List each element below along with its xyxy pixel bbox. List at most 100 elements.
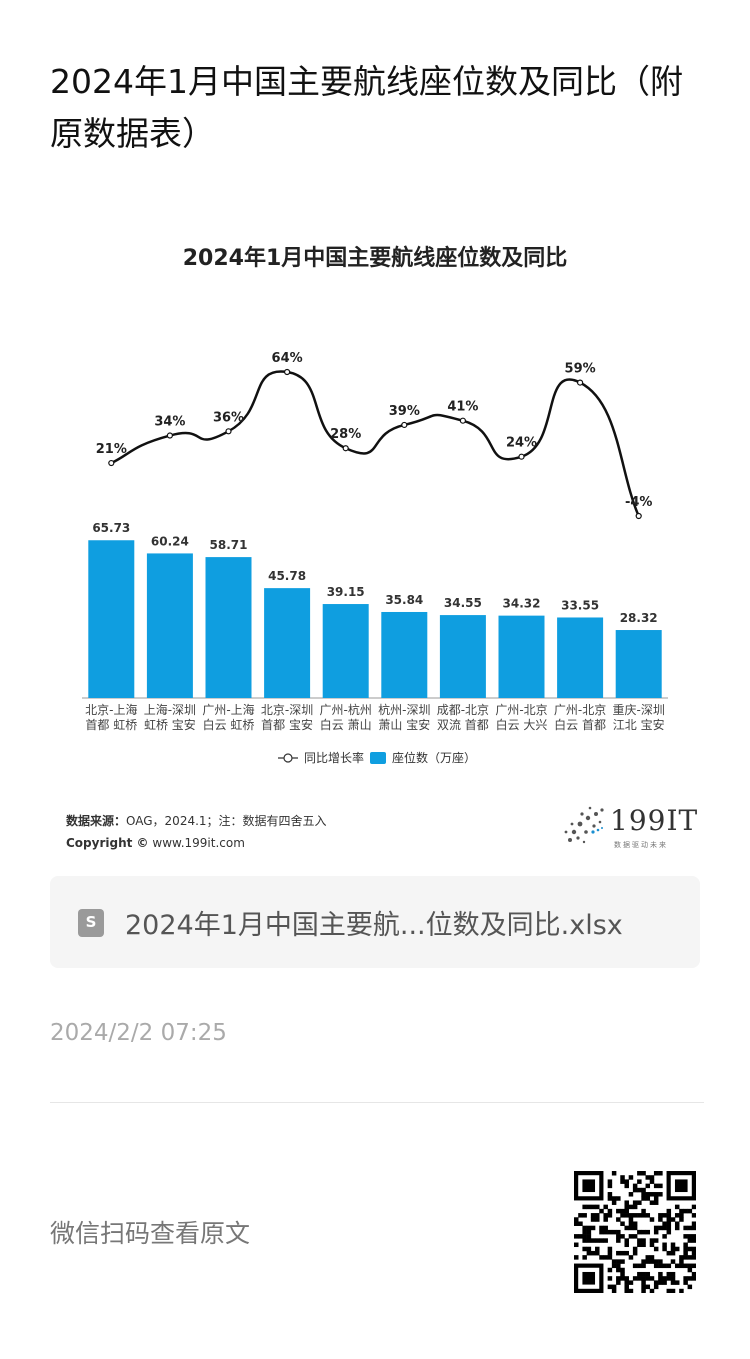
qr-module (590, 1217, 596, 1222)
qr-module (653, 1171, 659, 1176)
qr-module (691, 1271, 696, 1277)
qr-module (683, 1246, 688, 1252)
qr-module (674, 1213, 680, 1218)
qr-module (670, 1288, 676, 1293)
qr-module (624, 1242, 629, 1248)
qr-module (687, 1284, 693, 1290)
qr-module (624, 1284, 629, 1290)
qr-module (628, 1288, 634, 1293)
bar-value-label: 60.24 (151, 534, 189, 548)
qr-module (620, 1259, 625, 1264)
bar-value-label: 39.15 (327, 585, 365, 599)
line-value-label: 24% (506, 436, 537, 451)
bar-value-label: 35.84 (385, 593, 423, 607)
qr-module (603, 1213, 608, 1218)
qr-module (632, 1187, 638, 1193)
legend-bar-swatch (370, 752, 386, 764)
logo-text: 199IT (610, 804, 699, 837)
source-label: 数据来源： (66, 814, 127, 828)
qr-module (653, 1229, 659, 1235)
line-point (108, 459, 115, 467)
qr-module (603, 1238, 608, 1243)
scan-prompt: 微信扫码查看原文 (50, 1219, 251, 1248)
qr-module (632, 1250, 638, 1256)
qr-module (645, 1213, 651, 1218)
line-point (576, 379, 584, 386)
qr-module (641, 1288, 646, 1293)
qr-module (620, 1208, 625, 1214)
qr-module (632, 1246, 638, 1252)
qr-module (599, 1255, 604, 1260)
qr-module (674, 1280, 680, 1285)
qr-module (590, 1213, 596, 1218)
qr-module (653, 1246, 659, 1252)
line-value-label: 28% (330, 427, 361, 442)
qr-module (599, 1208, 604, 1214)
qr-module (691, 1234, 696, 1239)
qr-module (603, 1229, 608, 1235)
qr-module (662, 1263, 667, 1269)
line-point (401, 421, 408, 429)
qr-module (624, 1208, 629, 1214)
qr-module (670, 1246, 676, 1252)
qr-module (674, 1263, 680, 1269)
qr-module (666, 1271, 672, 1277)
x-tick-label: 上海-深圳 (144, 702, 196, 717)
qr-module (574, 1242, 579, 1248)
qr-module (691, 1250, 696, 1256)
qr-module (674, 1246, 680, 1252)
qr-module (603, 1255, 608, 1260)
qr-module (679, 1213, 684, 1218)
qr-module (578, 1213, 583, 1218)
line-value-label: 39% (389, 404, 420, 419)
qr-module (586, 1204, 592, 1210)
attachment-file-name[interactable]: 2024年1月中国主要航...位数及同比.xlsx (125, 910, 623, 941)
qr-module (582, 1204, 587, 1210)
qr-module (607, 1246, 613, 1252)
qr-module (624, 1183, 629, 1189)
qr-module (645, 1183, 651, 1189)
qr-module (578, 1221, 583, 1226)
qr-module (616, 1217, 621, 1222)
qr-module (620, 1267, 625, 1273)
qr-module (611, 1288, 617, 1293)
qr-module (670, 1217, 676, 1222)
qr-module (658, 1271, 663, 1277)
qr-module (616, 1196, 621, 1201)
qr-module (611, 1171, 617, 1176)
qr-module (641, 1192, 646, 1197)
qr-module (641, 1171, 646, 1176)
qr-code[interactable] (574, 1171, 696, 1293)
qr-module (632, 1234, 638, 1239)
qr-module (666, 1276, 672, 1281)
line-point (284, 368, 291, 376)
qr-module (674, 1204, 680, 1210)
bar (439, 615, 486, 698)
qr-module (666, 1221, 672, 1226)
qr-module (628, 1234, 634, 1239)
qr-module (662, 1242, 667, 1248)
bar (146, 553, 193, 698)
qr-module (658, 1263, 663, 1269)
bar-value-label: 33.55 (561, 598, 599, 612)
qr-module (616, 1229, 621, 1235)
qr-module (607, 1255, 613, 1260)
attachment-card[interactable]: S 2024年1月中国主要航...位数及同比.xlsx (50, 876, 700, 968)
bar-value-label: 34.32 (503, 597, 541, 611)
qr-module (674, 1221, 680, 1226)
qr-module (687, 1238, 693, 1243)
qr-module (574, 1234, 579, 1239)
qr-module (683, 1225, 688, 1231)
qr-module (645, 1276, 651, 1281)
qr-module (599, 1225, 604, 1231)
qr-module (666, 1250, 672, 1256)
qr-module (620, 1234, 625, 1239)
dandelion-logo-icon (564, 806, 604, 844)
qr-module (582, 1179, 596, 1193)
x-tick-sublabel: 江北 宝安 (613, 717, 665, 732)
x-tick-label: 成都-北京 (437, 703, 489, 717)
qr-module (603, 1225, 608, 1231)
qr-module (582, 1225, 587, 1231)
qr-module (607, 1267, 613, 1273)
bar (205, 557, 252, 698)
